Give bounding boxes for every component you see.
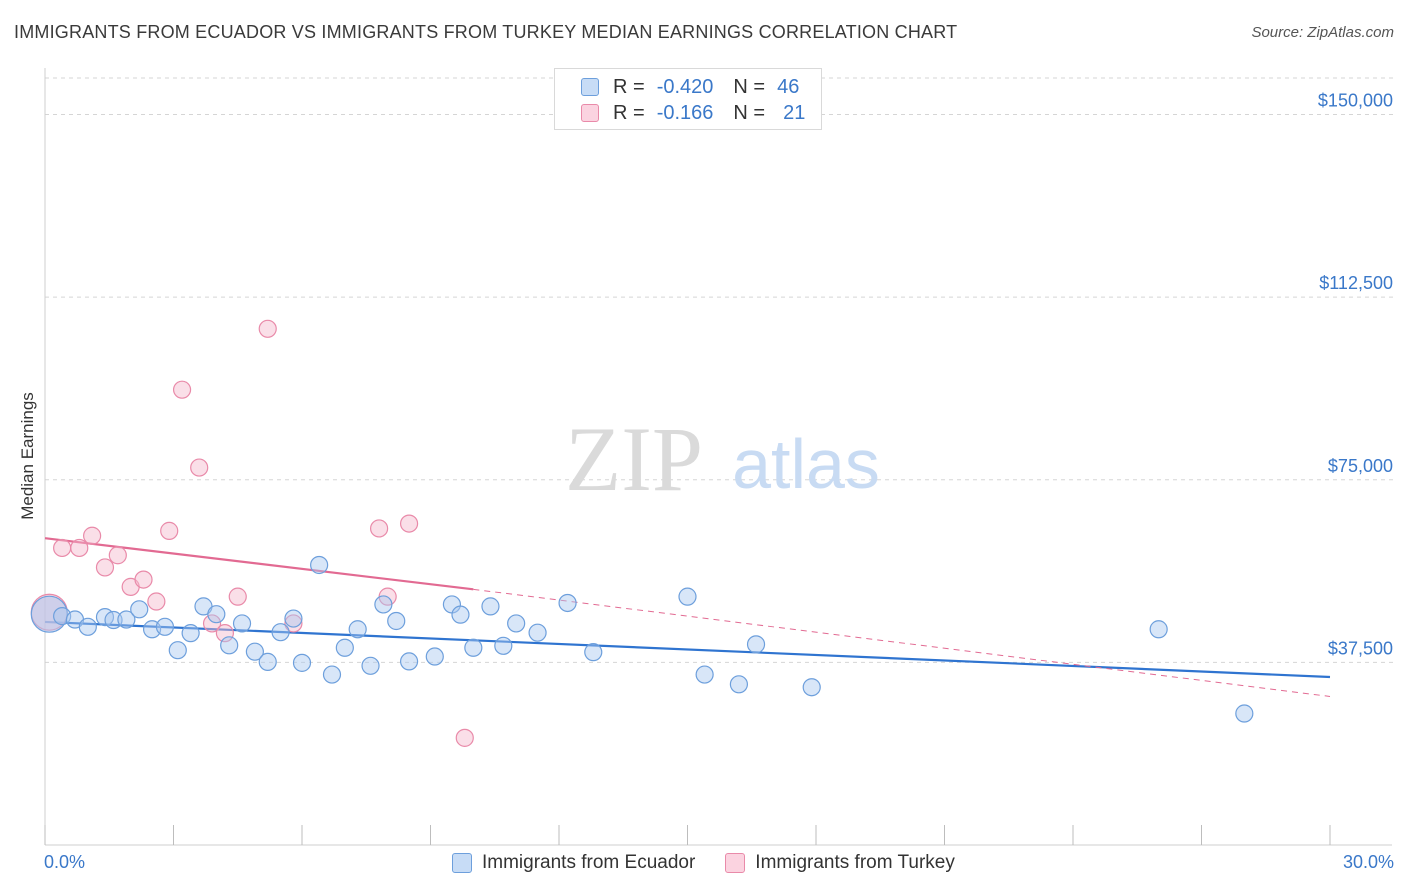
point-turkey <box>83 526 102 545</box>
legend-r-label: R = <box>613 101 645 124</box>
series-legend-ecuador[interactable]: Immigrants from Ecuador <box>452 852 695 874</box>
legend-swatch-ecuador <box>581 78 599 96</box>
legend-n-value: 21 <box>783 101 806 124</box>
point-ecuador <box>528 623 547 642</box>
point-turkey <box>147 592 166 611</box>
correlation-legend: R = -0.420 N = 46 R = -0.166 N = 21 <box>554 68 822 130</box>
series-swatch-turkey <box>725 853 746 873</box>
point-ecuador <box>220 636 239 655</box>
point-ecuador <box>451 605 470 624</box>
point-turkey <box>108 546 127 565</box>
point-turkey <box>228 587 247 606</box>
trendline-ecuador <box>44 620 1331 679</box>
point-ecuador <box>335 638 354 657</box>
series-legend: Immigrants from Ecuador Immigrants from … <box>452 852 985 874</box>
point-turkey <box>70 538 89 558</box>
point-ecuador <box>207 605 226 624</box>
point-turkey <box>399 514 419 533</box>
data-points <box>30 319 1254 747</box>
legend-row-turkey: R = -0.166 N = 21 <box>581 101 805 125</box>
point-ecuador <box>729 675 749 694</box>
point-ecuador <box>584 643 603 662</box>
point-turkey <box>190 458 209 477</box>
legend-r-label: R = <box>613 75 645 98</box>
point-ecuador <box>232 614 252 633</box>
series-label-turkey: Immigrants from Turkey <box>755 852 955 873</box>
point-turkey <box>284 614 303 633</box>
point-ecuador <box>374 595 393 614</box>
point-ecuador <box>130 600 149 619</box>
point-ecuador <box>258 652 277 671</box>
point-turkey <box>172 380 192 399</box>
legend-swatch-turkey <box>581 104 599 122</box>
point-ecuador <box>155 617 175 636</box>
point-ecuador <box>117 610 136 629</box>
point-ecuador <box>387 611 406 631</box>
point-ecuador <box>802 678 821 697</box>
point-ecuador <box>310 555 329 575</box>
series-swatch-ecuador <box>452 853 472 873</box>
x-axis-max-label: 30.0% <box>1342 852 1394 872</box>
y-tick-labels: $37,500 $75,000 $112,500 $150,000 <box>1318 91 1393 659</box>
point-ecuador <box>481 597 500 616</box>
point-turkey <box>160 521 179 540</box>
point-turkey <box>202 614 222 633</box>
point-ecuador <box>181 624 200 643</box>
chart-title: IMMIGRANTS FROM ECUADOR VS IMMIGRANTS FR… <box>14 22 958 42</box>
y-tick-label: $150,000 <box>1318 91 1393 111</box>
point-ecuador <box>284 609 303 628</box>
point-ecuador <box>292 653 312 672</box>
source-label: Source: ZipAtlas.com <box>1251 24 1394 41</box>
gridlines <box>45 77 1395 663</box>
point-ecuador <box>271 623 290 642</box>
y-tick-label: $75,000 <box>1328 456 1393 476</box>
point-ecuador <box>78 617 97 636</box>
legend-n-label: N = <box>733 101 766 124</box>
y-tick-label: $37,500 <box>1328 638 1393 658</box>
point-ecuador <box>322 665 342 684</box>
point-ecuador <box>168 641 187 660</box>
point-ecuador <box>746 635 766 654</box>
watermark-zip: ZIP <box>565 408 703 510</box>
point-ecuador <box>558 593 577 613</box>
point-ecuador <box>104 610 123 630</box>
point-ecuador <box>678 587 697 606</box>
point-turkey <box>258 319 277 338</box>
series-label-ecuador: Immigrants from Ecuador <box>482 852 696 873</box>
point-ecuador <box>245 642 264 661</box>
point-ecuador <box>507 614 526 633</box>
legend-r-value: -0.166 <box>656 101 714 124</box>
point-ecuador <box>494 636 513 655</box>
legend-row-ecuador: R = -0.420 N = 46 <box>581 75 799 99</box>
point-turkey <box>95 558 115 577</box>
point-ecuador <box>399 652 419 671</box>
trendline-turkey-extrapolated <box>473 588 1331 697</box>
watermark: ZIP atlas <box>565 408 880 510</box>
watermark-atlas: atlas <box>732 425 880 503</box>
point-turkey <box>370 519 389 538</box>
point-ecuador <box>695 665 714 684</box>
point-turkey <box>455 728 474 747</box>
point-ecuador <box>1235 704 1254 723</box>
point-turkey <box>134 570 153 589</box>
point-ecuador <box>425 647 444 666</box>
point-ecuador <box>348 620 367 639</box>
point-ecuador <box>464 638 483 657</box>
point-turkey <box>53 538 72 558</box>
legend-n-label: N = <box>733 75 766 98</box>
legend-n-value: 46 <box>777 75 800 98</box>
y-tick-label: $112,500 <box>1319 273 1393 293</box>
x-axis-min-label: 0.0% <box>44 852 86 872</box>
series-legend-turkey[interactable]: Immigrants from Turkey <box>725 852 955 874</box>
legend-r-value: -0.420 <box>656 75 714 98</box>
axes <box>44 68 1392 846</box>
point-ecuador <box>361 656 380 675</box>
point-ecuador <box>1149 620 1168 639</box>
